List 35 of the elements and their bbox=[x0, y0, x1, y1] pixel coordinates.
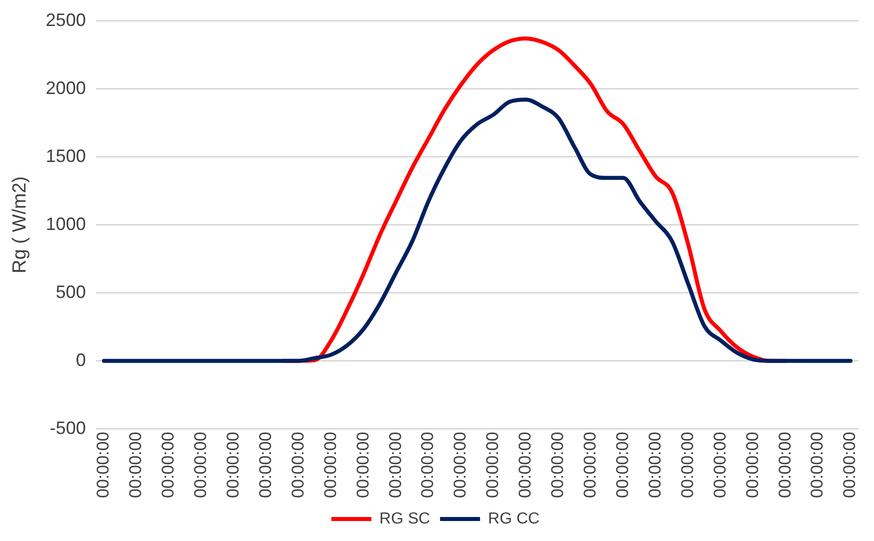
y-tick-label: 2500 bbox=[46, 10, 86, 30]
x-tick-label: 00:00:00 bbox=[840, 432, 860, 498]
x-tick-label: 00:00:00 bbox=[645, 432, 664, 498]
x-tick-label: 00:00:00 bbox=[126, 432, 146, 498]
x-tick-label: 00:00:00 bbox=[158, 432, 178, 498]
x-tick-label: 00:00:00 bbox=[386, 432, 405, 498]
x-tick-label: 00:00:00 bbox=[710, 432, 730, 498]
y-tick-label: -500 bbox=[50, 418, 86, 438]
x-tick-label: 00:00:00 bbox=[320, 432, 340, 498]
y-tick-label: 2000 bbox=[46, 78, 86, 98]
x-tick-label: 00:00:00 bbox=[516, 432, 535, 498]
legend-label: RG SC bbox=[379, 510, 430, 528]
legend-label: RG CC bbox=[488, 510, 540, 528]
x-tick-label: 00:00:00 bbox=[775, 432, 794, 498]
x-tick-label: 00:00:00 bbox=[288, 432, 308, 498]
x-tick-label: 00:00:00 bbox=[223, 432, 242, 498]
x-tick-label: 00:00:00 bbox=[418, 432, 438, 498]
x-tick-label: 00:00:00 bbox=[450, 432, 470, 498]
y-tick-label: 1500 bbox=[46, 146, 86, 166]
y-axis-title: Rg ( W/m2) bbox=[10, 176, 31, 274]
x-tick-label: 00:00:00 bbox=[353, 432, 372, 498]
y-tick-label: 0 bbox=[76, 350, 86, 370]
x-tick-label: 00:00:00 bbox=[678, 432, 697, 498]
x-tick-label: 00:00:00 bbox=[548, 432, 568, 498]
x-tick-label: 00:00:00 bbox=[483, 432, 502, 498]
x-tick-label: 00:00:00 bbox=[94, 432, 113, 498]
x-tick-label: 00:00:00 bbox=[612, 432, 632, 498]
line-series bbox=[102, 98, 853, 363]
x-tick-label: 00:00:00 bbox=[808, 432, 827, 498]
x-tick-label: 00:00:00 bbox=[742, 432, 762, 498]
x-tick-label: 00:00:00 bbox=[256, 432, 275, 498]
x-tick-label: 00:00:00 bbox=[580, 432, 600, 498]
y-tick-label: 1000 bbox=[46, 214, 86, 234]
x-tick-label: 00:00:00 bbox=[191, 432, 210, 498]
y-tick-label: 500 bbox=[56, 282, 86, 302]
